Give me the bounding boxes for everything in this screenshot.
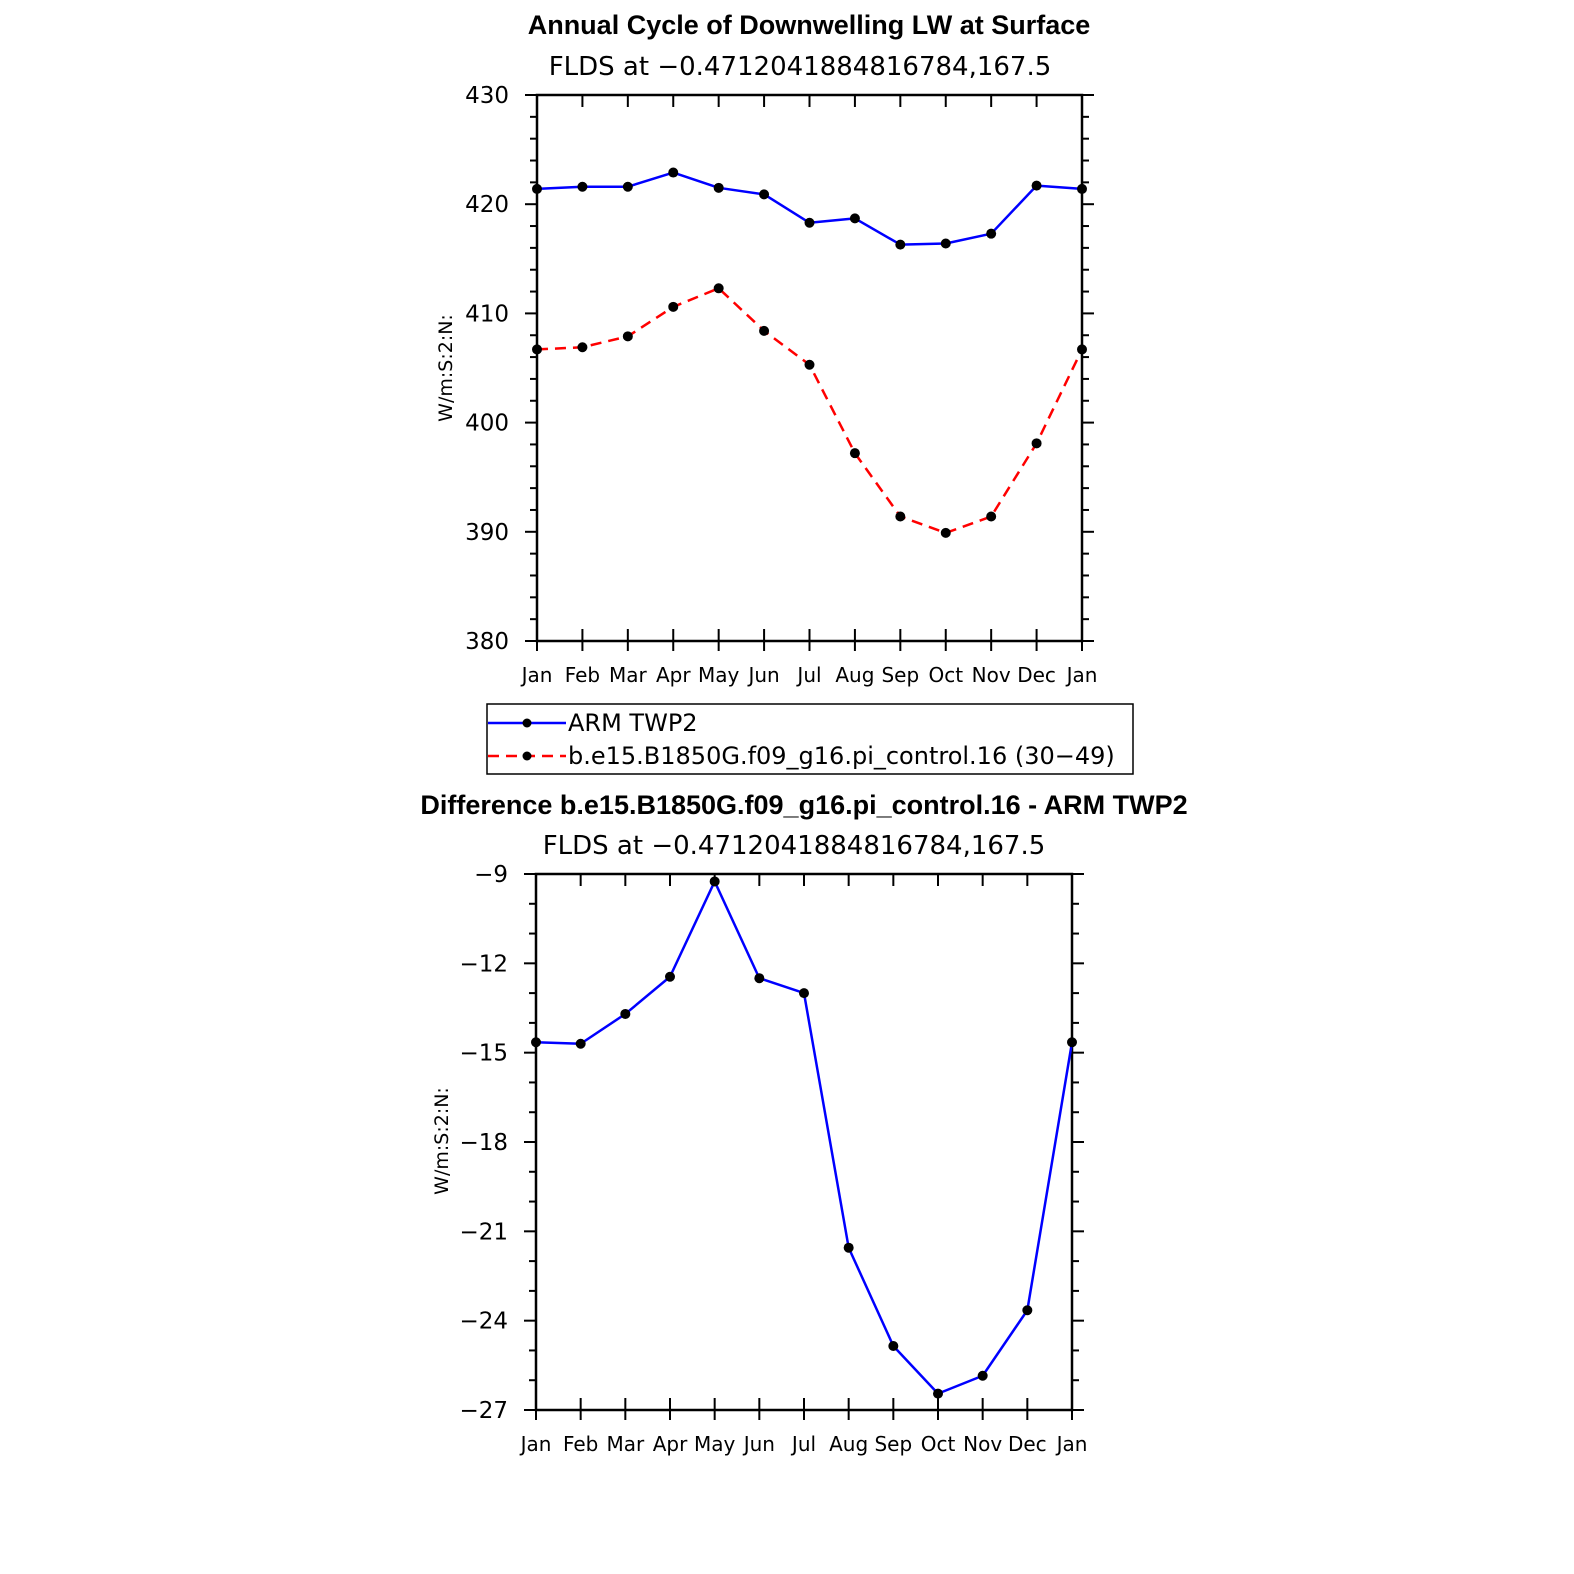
top-series-0-point [622,181,633,192]
bottom-series-line-0 [535,880,1074,1395]
legend-entry-arm: ARM TWP2 [488,709,698,737]
top-xtick-label: Dec [1017,663,1056,687]
bottom-series-0-point [1022,1305,1033,1316]
bottom-xtick-label: May [694,1432,736,1456]
bottom-chart-title: Difference b.e15.B1850G.f09_g16.pi_contr… [420,790,1187,820]
top-chart-title: Annual Cycle of Downwelling LW at Surfac… [528,10,1091,40]
top-xtick-label: Aug [835,663,874,687]
top-series-0-point [713,182,724,193]
legend-entry-model: b.e15.B1850G.f09_g16.pi_control.16 (30−4… [488,742,1115,770]
top-series-1-point [804,359,815,370]
top-series-1-point [713,283,724,294]
top-plot-area: Jan Feb Mar Apr May Jun Jul Aug Sep Oct Nov Dec Jan 3… [465,83,1097,687]
bottom-xtick-label: Jan [1055,1432,1088,1456]
top-series-1-point [577,342,588,353]
top-chart-subtitle: FLDS at −0.4712041884816784,167.5 [549,52,1052,82]
bottom-xtick-label: Mar [606,1432,645,1456]
top-xtick-label: Mar [609,663,648,687]
bottom-xtick-label: Nov [963,1432,1002,1456]
top-series-line-0 [536,171,1083,246]
top-series-0-point [1031,180,1042,191]
top-series-0-point [759,189,770,200]
top-series-0-point [986,228,997,239]
bottom-xtick-label: Feb [563,1432,598,1456]
top-xtick-label: Jul [795,663,821,687]
legend-box [486,703,1134,775]
top-chart-ylabel: W/m:S:2:N: [435,314,457,422]
bottom-series-0-point [977,1370,988,1381]
legend-marker-arm [522,718,532,728]
top-series-1-point [986,511,997,522]
top-xtick-label: Apr [656,663,691,687]
bottom-series-0-point [620,1008,631,1019]
bottom-series-0-point [1067,1037,1077,1048]
top-series-0-point [804,217,815,228]
legend: ARM TWP2 b.e15.B1850G.f09_g16.pi_control… [486,703,1134,775]
bottom-xtick-label: Aug [829,1432,868,1456]
top-ytick-label: 380 [465,629,509,655]
top-series-1-point [1031,438,1042,449]
top-series-1-point [532,344,542,355]
top-xtick-label: Oct [928,663,963,687]
top-ytick-label: 430 [465,83,509,109]
top-ytick-label: 400 [465,411,509,437]
top-series-0-point [895,239,906,250]
bottom-ytick-label: −27 [459,1398,508,1424]
bottom-ytick-label: −12 [459,951,508,977]
bottom-series-0-point [843,1242,854,1253]
bottom-series-0-point [933,1388,943,1399]
legend-marker-model [522,751,532,761]
bottom-ytick-label: −9 [474,862,508,888]
bottom-series-0-point [799,988,809,999]
top-xtick-label: Nov [972,663,1011,687]
top-series-1-point [849,448,860,459]
bottom-xtick-label: Jan [519,1432,552,1456]
bottom-ytick-label: −18 [459,1130,508,1156]
bottom-series-0-point [665,971,675,982]
top-ytick-label: 410 [465,301,509,327]
top-series-1-point [622,331,633,342]
bottom-series-0-point [754,973,765,984]
top-series-0-point [577,181,588,192]
bottom-series-0-point [575,1038,586,1049]
top-series-0-point [940,238,951,249]
bottom-plot-area: Jan Feb Mar Apr May Jun Jul Aug Sep Oct Nov Dec Jan−… [459,862,1087,1456]
top-series-1-point [895,511,906,522]
bottom-ytick-label: −21 [459,1219,508,1245]
bottom-xtick-label: Apr [653,1432,688,1456]
bottom-xtick-label: Sep [874,1432,912,1456]
top-series-1-point [668,301,679,312]
bottom-series-0-point [888,1340,899,1351]
top-series-0-point [532,183,542,194]
top-xtick-label: Sep [881,663,919,687]
top-series-0-point [1077,183,1087,194]
bottom-plot-frame [534,872,1074,1412]
bottom-ytick-label: −15 [459,1041,508,1067]
bottom-chart-subtitle: FLDS at −0.4712041884816784,167.5 [543,831,1046,861]
top-series-1-point [940,527,951,538]
top-xtick-label: Jan [1065,663,1098,687]
bottom-xtick-label: Jun [742,1432,775,1456]
top-xtick-label: May [698,663,740,687]
top-series-1-point [759,325,770,336]
bottom-xtick-label: Dec [1008,1432,1047,1456]
top-series-line-1 [536,287,1084,535]
top-ytick-label: 390 [465,520,509,546]
bottom-series-0-point [709,876,720,887]
bottom-ytick-label: −24 [459,1309,508,1335]
top-xtick-label: Jun [746,663,779,687]
bottom-xtick-label: Jul [790,1432,816,1456]
top-series-0-point [849,213,860,224]
bottom-chart-ylabel: W/m:S:2:N: [431,1087,453,1195]
top-series-0-point [668,167,679,178]
top-series-1-point [1077,344,1087,355]
top-xtick-label: Feb [565,663,600,687]
legend-label-arm: ARM TWP2 [568,709,698,737]
top-xtick-label: Jan [520,663,553,687]
bottom-series-0-point [531,1037,541,1048]
bottom-xtick-label: Oct [921,1432,956,1456]
top-ytick-label: 420 [465,192,509,218]
legend-label-model: b.e15.B1850G.f09_g16.pi_control.16 (30−4… [568,742,1115,770]
